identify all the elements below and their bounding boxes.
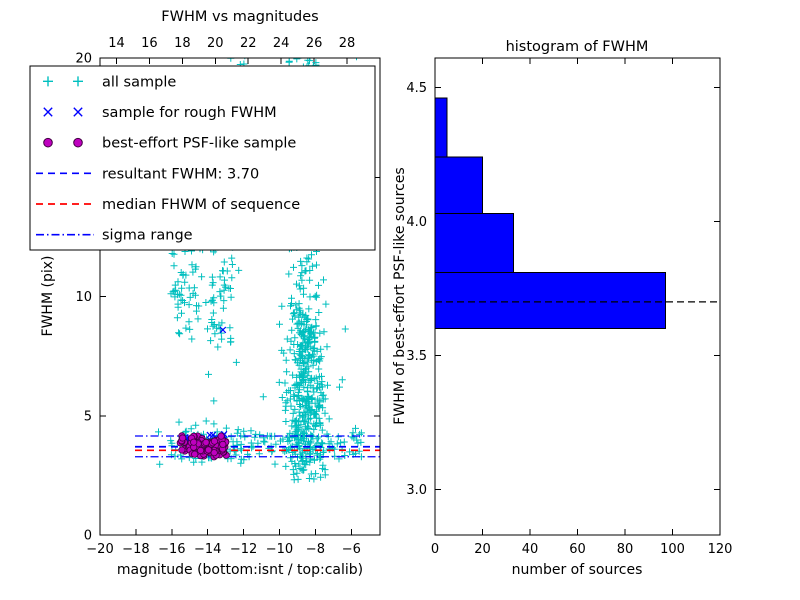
y-tick-label: 20 — [75, 52, 92, 67]
histogram-bars — [435, 97, 666, 330]
left-yaxis-label: FWHM (pix) — [40, 256, 56, 337]
top-x-tick-label: 16 — [141, 36, 158, 51]
x-tick-label: 0 — [431, 542, 439, 557]
right-xaxis-label: number of sources — [512, 562, 643, 578]
x-tick-label: 60 — [569, 542, 586, 557]
scatter-point — [191, 450, 199, 458]
scatter-point — [219, 440, 227, 448]
x-tick-label: 40 — [522, 542, 539, 557]
left-tick-labels: −20−18−16−14−12−10−8−6051015201416182022… — [75, 36, 360, 557]
y-tick-label: 4.0 — [406, 215, 427, 230]
legend-label: resultant FWHM: 3.70 — [102, 166, 259, 182]
top-x-tick-label: 26 — [306, 36, 323, 51]
legend: all sample sample for rough FWHM best-effo… — [29, 65, 376, 251]
x-tick-label: −8 — [306, 542, 325, 557]
x-tick-label: 100 — [660, 542, 685, 557]
y-tick-label: 3.5 — [406, 349, 427, 364]
y-tick-label: 4.5 — [406, 81, 427, 96]
legend-marker-plus-icon — [43, 76, 53, 87]
y-tick-label: 10 — [75, 290, 92, 305]
y-tick-label: 3.0 — [406, 483, 427, 498]
x-tick-label: −14 — [194, 542, 221, 557]
x-tick-label: −16 — [158, 542, 185, 557]
legend-label: median FHWM of sequence — [102, 197, 300, 213]
legend-marker-x-icon — [43, 107, 53, 117]
scatter-point — [197, 446, 205, 455]
right-tick-labels: 0 20 40 60 80 100 120 3.0 3.5 4.0 4.5 — [406, 81, 732, 557]
left-plot-title: FWHM vs magnitudes — [161, 9, 318, 25]
legend-label: sigma range — [102, 228, 193, 244]
top-x-tick-label: 24 — [273, 36, 290, 51]
scatter-point — [210, 437, 219, 445]
legend-marker-circle-icon — [73, 137, 83, 148]
legend-marker-x-icon — [73, 107, 83, 117]
scatter-point — [190, 438, 198, 446]
scatter-point — [210, 449, 218, 457]
hist-bar — [435, 271, 666, 330]
scatter-point — [217, 432, 225, 440]
right-plot-frame — [434, 57, 721, 536]
right-plot-title: histogram of FWHM — [506, 39, 649, 55]
x-tick-label: 20 — [474, 542, 491, 557]
legend-label: all sample — [102, 74, 176, 90]
legend-marker-plus-icon — [73, 76, 83, 87]
hist-bar — [435, 156, 483, 214]
hist-bar — [435, 97, 448, 158]
top-x-tick-label: 22 — [240, 36, 257, 51]
left-plot-frame — [99, 57, 381, 536]
legend-label: sample for rough FWHM — [102, 105, 277, 121]
right-plot-layer: 0 20 40 60 80 100 120 3.0 3.5 4.0 4.5 — [406, 58, 732, 557]
scatter-point — [204, 446, 213, 454]
x-tick-label: 80 — [617, 542, 634, 557]
left-xaxis-label: magnitude (bottom:isnt / top:calib) — [117, 562, 363, 578]
top-x-tick-label: 28 — [339, 36, 356, 51]
legend-label: best-effort PSF-like sample — [102, 136, 296, 152]
top-x-tick-label: 20 — [207, 36, 224, 51]
hist-bar — [435, 212, 514, 273]
top-x-tick-label: 14 — [108, 36, 125, 51]
top-x-tick-label: 18 — [174, 36, 191, 51]
x-tick-label: −18 — [122, 542, 149, 557]
scatter-point — [202, 438, 210, 446]
y-tick-label: 5 — [84, 409, 92, 424]
right-yaxis-label: FWHM of best-effort PSF-like sources — [392, 167, 408, 424]
scatter-point — [178, 446, 186, 454]
legend-box — [29, 65, 376, 251]
legend-marker-circle-icon — [43, 137, 53, 148]
x-tick-label: 120 — [708, 542, 733, 557]
y-tick-label: 0 — [84, 529, 92, 544]
psf-sample-points — [176, 432, 230, 461]
x-tick-label: −10 — [266, 542, 293, 557]
x-tick-label: −12 — [230, 542, 257, 557]
x-tick-label: −20 — [86, 542, 113, 557]
x-tick-label: −6 — [342, 542, 361, 557]
scatter-point — [179, 434, 187, 442]
